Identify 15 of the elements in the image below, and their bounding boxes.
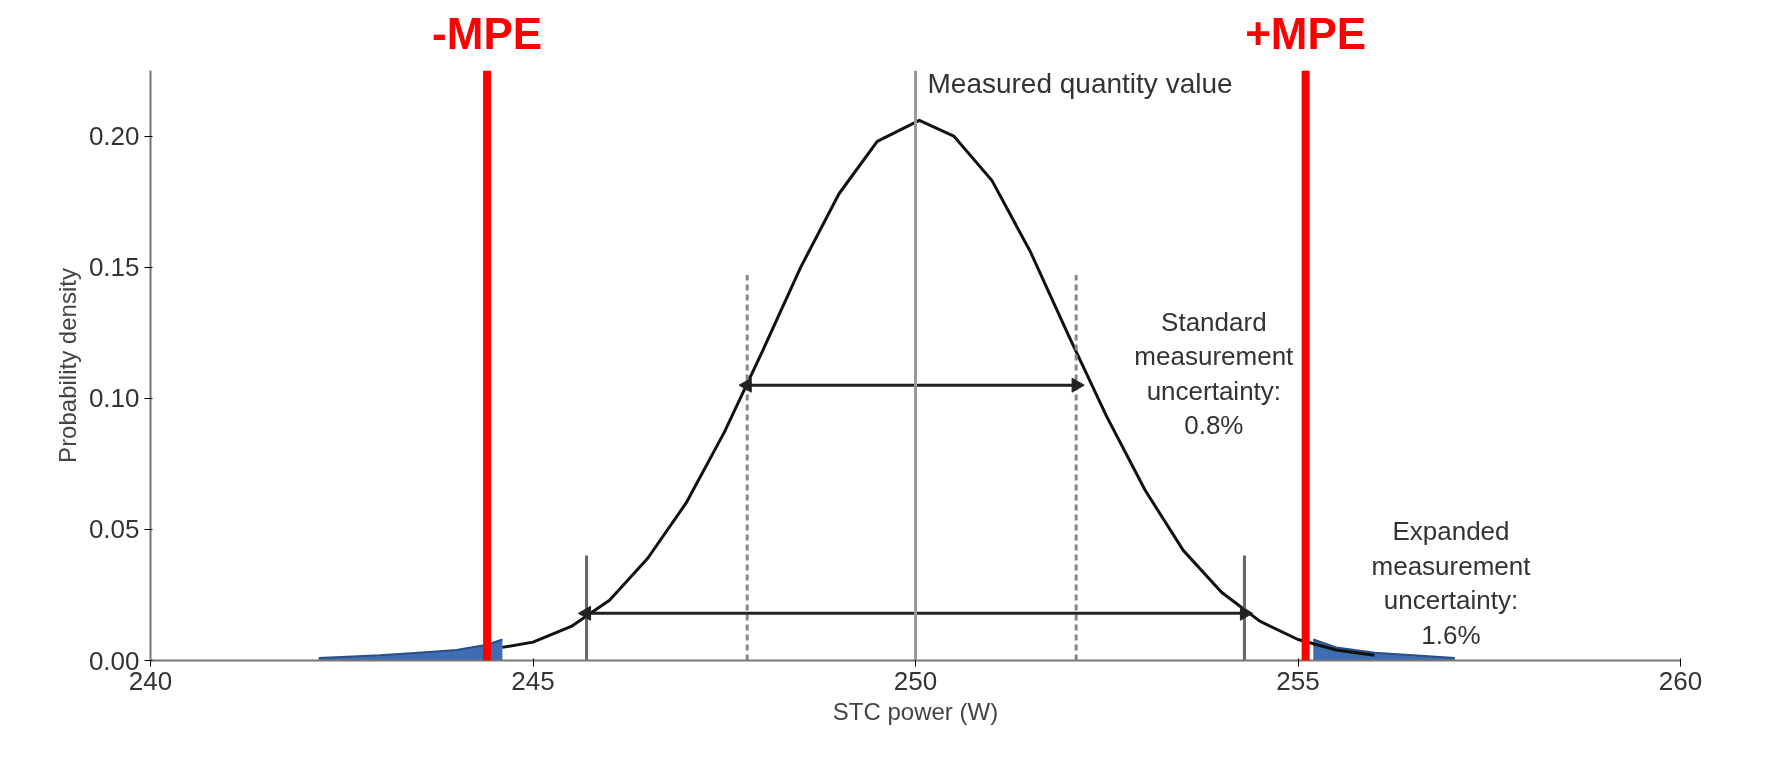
y-axis-title: Probability density: [53, 268, 81, 463]
y-tick-label: 0.05: [88, 514, 140, 545]
x-tick-label: 245: [511, 665, 555, 696]
ref-line-label: -MPE: [432, 8, 543, 58]
ref-line-label: +MPE: [1245, 8, 1367, 58]
x-axis-title: STC power (W): [832, 697, 999, 725]
x-tick-label: 250: [893, 665, 938, 696]
y-tick-label: 0.20: [88, 121, 140, 152]
annotation: Expanded measurement uncertainty: 1.6%: [1371, 516, 1532, 650]
x-tick-label: 255: [1276, 665, 1320, 696]
annotation: Standard measurement uncertainty: 0.8%: [1134, 306, 1295, 440]
ref-line-label: Measured quantity value: [927, 67, 1233, 99]
y-tick-label: 0.10: [88, 383, 140, 414]
y-tick-label: 0.15: [88, 252, 140, 283]
x-tick-label: 260: [1658, 665, 1703, 696]
